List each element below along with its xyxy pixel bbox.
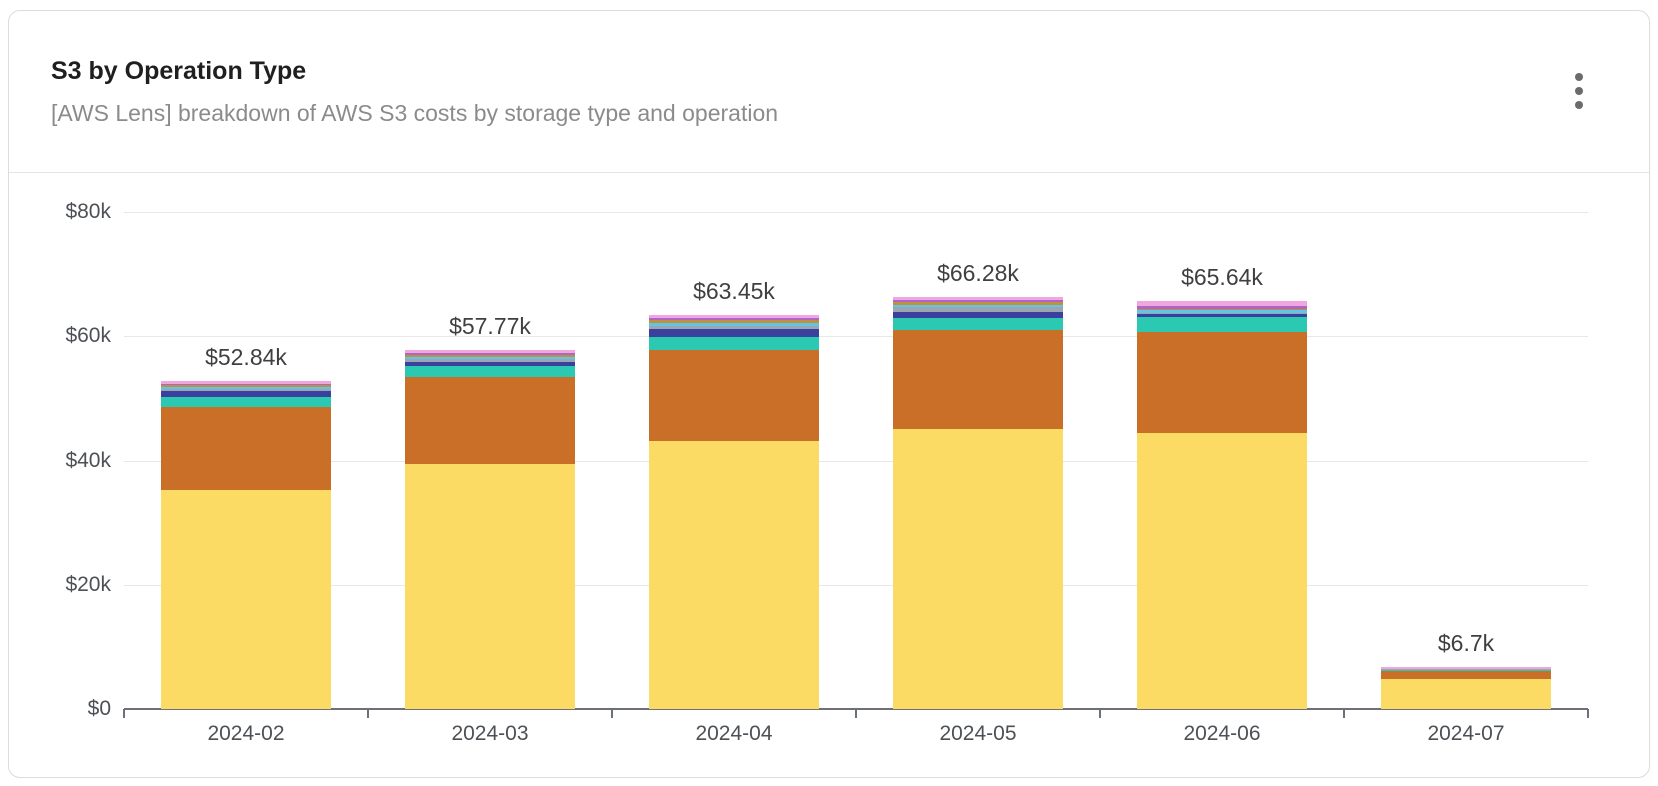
x-axis-tick [1343,709,1345,718]
page-subtitle: [AWS Lens] breakdown of AWS S3 costs by … [51,100,779,126]
segment-magenta[interactable] [1137,305,1307,309]
x-axis-category-label: 2024-02 [207,722,285,745]
kebab-dot [1575,101,1583,109]
bar-total-label: $63.45k [693,277,775,304]
segment-indigo[interactable] [161,390,331,397]
segment-indigo[interactable] [893,311,1063,318]
segment-gray[interactable] [893,306,1063,312]
x-axis-category-label: 2024-04 [695,722,773,745]
kebab-dot [1575,87,1583,95]
x-axis-category-label: 2024-07 [1427,722,1505,745]
segment-orange[interactable] [893,329,1063,429]
bar-2024-02[interactable] [161,380,331,709]
segment-pink[interactable] [161,380,331,384]
segment-magenta[interactable] [893,300,1063,303]
segment-yellow[interactable] [649,440,819,709]
y-grid-line [124,212,1588,213]
bar-2024-05[interactable] [893,297,1063,709]
x-axis-tick [611,709,613,718]
segment-orange[interactable] [1137,332,1307,433]
segment-indigo[interactable] [405,362,575,367]
bar-total-label: $52.84k [205,343,287,370]
bar-total-label: $57.77k [449,313,531,340]
segment-pink[interactable] [893,297,1063,301]
segment-gray[interactable] [1137,312,1307,315]
segment-gray[interactable] [161,389,331,391]
y-axis-tick-label: $80k [65,200,111,223]
segment-gray[interactable] [405,359,575,363]
segment-pink[interactable] [1381,667,1551,669]
x-axis-tick [855,709,857,718]
segment-lightblue[interactable] [649,323,819,327]
y-axis-tick-label: $0 [87,697,111,720]
y-axis-tick-label: $20k [65,572,111,596]
bar-total-label: $6.7k [1437,630,1495,657]
segment-indigo[interactable] [1137,314,1307,318]
bar-total-label: $65.64k [1181,264,1263,291]
segment-gray[interactable] [649,326,819,330]
bar-total-label: $66.28k [937,260,1019,287]
segment-olive[interactable] [161,385,331,387]
segment-teal[interactable] [405,366,575,377]
x-axis-category-label: 2024-05 [939,722,1017,745]
y-axis-tick-label: $40k [65,448,111,472]
segment-teal[interactable] [161,396,331,407]
plot-area: $0 $20k $40k $60k $80k 2024-02 $52.84k 2024-03 $… [65,200,1589,745]
y-axis-tick-label: $60k [65,324,111,348]
kebab-menu-icon[interactable] [1557,63,1601,119]
bar-2024-07[interactable] [1381,667,1551,709]
chart-region: $0 $20k $40k $60k $80k 2024-02 $52.84k 2024-03 $… [9,173,1649,777]
segment-orange[interactable] [405,376,575,464]
segment-teal[interactable] [893,317,1063,330]
segment-yellow[interactable] [405,463,575,709]
y-grid-line [124,336,1588,338]
x-axis-tick [1587,709,1589,718]
segment-magenta[interactable] [649,317,819,321]
x-axis-category-label: 2024-06 [1183,722,1261,745]
segment-indigo[interactable] [649,329,819,338]
segment-yellow[interactable] [1137,432,1307,709]
card-header: S3 by Operation Type [AWS Lens] breakdow… [9,11,1649,173]
segment-olive[interactable] [405,354,575,357]
segment-yellow[interactable] [893,428,1063,709]
bar-2024-04[interactable] [649,314,819,709]
segment-olive[interactable] [893,302,1063,305]
bar-2024-03[interactable] [405,350,575,709]
segment-teal[interactable] [1137,317,1307,333]
segment-yellow[interactable] [1381,679,1551,709]
x-axis-tick [1099,709,1101,718]
kebab-dot [1575,73,1583,81]
segment-magenta[interactable] [161,383,331,386]
segment-teal[interactable] [1381,669,1551,671]
segment-orange[interactable] [161,406,331,491]
segment-pink[interactable] [649,314,819,318]
x-axis-tick [123,709,125,718]
segment-magenta[interactable] [405,352,575,355]
segment-lightblue[interactable] [161,386,331,390]
chart-card: S3 by Operation Type [AWS Lens] breakdow… [8,10,1650,778]
y-grid-line [124,584,1588,586]
segment-lightblue[interactable] [893,304,1063,307]
segment-pink[interactable] [405,350,575,353]
x-axis-category-label: 2024-03 [451,722,529,745]
segment-teal[interactable] [649,337,819,350]
y-grid-line [124,460,1588,462]
segment-yellow[interactable] [161,490,331,709]
x-axis-tick [367,709,369,718]
segment-olive[interactable] [649,320,819,324]
segment-lightblue[interactable] [1137,309,1307,313]
header-text: S3 by Operation Type [AWS Lens] breakdow… [51,57,1649,126]
bar-2024-06[interactable] [1137,301,1307,709]
segment-lightblue[interactable] [405,356,575,360]
page-title: S3 by Operation Type [51,57,307,85]
segment-pink[interactable] [1137,301,1307,306]
segment-orange[interactable] [649,349,819,441]
segment-orange[interactable] [1381,670,1551,680]
segment-olive[interactable] [1137,308,1307,310]
